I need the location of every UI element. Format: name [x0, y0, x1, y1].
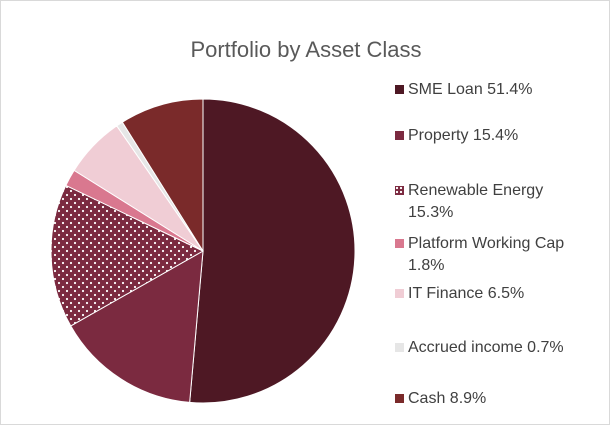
pie-slice	[121, 98, 204, 253]
legend-label: Accrued income 0.7%	[408, 339, 564, 356]
legend-label: IT Finance 6.5%	[408, 285, 525, 302]
legend-key	[395, 85, 404, 94]
legend-label: Cash 8.9%	[408, 390, 487, 407]
chart-title: Portfolio by Asset Class	[190, 37, 421, 62]
legend-key	[395, 186, 404, 195]
legend-label: Platform Working Cap 1.8%	[408, 235, 565, 274]
legend-key	[395, 394, 404, 403]
legend-key	[395, 343, 404, 352]
legend-key	[395, 131, 404, 140]
pie-slice	[189, 98, 356, 404]
pie-slice	[70, 250, 204, 403]
legend-label: Property 15.4%	[408, 127, 519, 144]
legend-key	[395, 289, 404, 298]
legend-label: SME Loan 51.4%	[408, 81, 533, 98]
legend-key	[395, 239, 404, 248]
legend-label: Renewable Energy 15.3%	[408, 182, 544, 221]
pie-slice	[50, 184, 205, 327]
